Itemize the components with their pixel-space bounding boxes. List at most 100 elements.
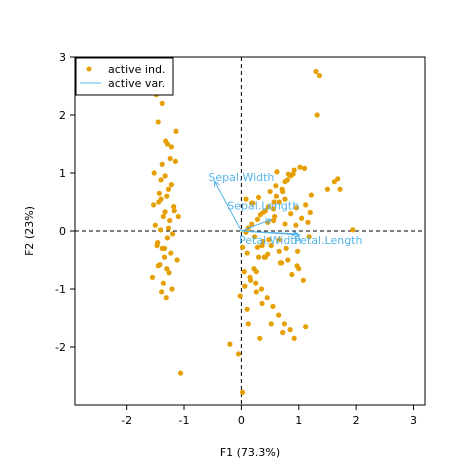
data-point bbox=[260, 209, 266, 216]
data-point bbox=[281, 321, 288, 327]
data-point bbox=[268, 242, 274, 249]
data-point bbox=[159, 100, 165, 106]
data-point bbox=[253, 269, 259, 275]
data-point bbox=[305, 219, 311, 225]
data-point bbox=[169, 231, 176, 237]
x-tick-label: 0 bbox=[238, 414, 245, 427]
data-point bbox=[270, 303, 276, 309]
data-point bbox=[308, 192, 314, 198]
data-point bbox=[284, 177, 290, 183]
data-point bbox=[155, 263, 161, 269]
data-point bbox=[249, 200, 255, 206]
y-tick-label: 1 bbox=[59, 167, 66, 180]
individual-points bbox=[149, 68, 356, 395]
data-point bbox=[165, 186, 172, 192]
data-point bbox=[306, 234, 312, 240]
legend-label-individuals: active ind. bbox=[108, 63, 165, 76]
legend-box bbox=[75, 57, 174, 96]
data-point bbox=[165, 225, 172, 231]
data-point bbox=[241, 269, 247, 275]
data-point bbox=[295, 248, 301, 254]
data-point bbox=[161, 245, 168, 251]
data-point bbox=[276, 248, 282, 254]
data-point bbox=[160, 213, 166, 220]
x-axis-ticks: -2 -1 0 1 2 3 bbox=[121, 405, 417, 427]
data-point bbox=[337, 186, 343, 192]
data-point bbox=[280, 329, 286, 336]
data-point bbox=[276, 237, 282, 243]
data-point bbox=[169, 286, 175, 292]
data-point bbox=[251, 234, 258, 240]
variable-arrow bbox=[241, 218, 272, 232]
y-tick-label: 2 bbox=[59, 109, 66, 122]
data-point bbox=[288, 211, 294, 217]
data-point bbox=[303, 202, 309, 208]
x-tick-label: -2 bbox=[121, 414, 132, 427]
data-point bbox=[316, 72, 323, 79]
data-point bbox=[244, 250, 250, 256]
variable-arrowhead bbox=[266, 219, 272, 225]
variable-arrowhead bbox=[214, 180, 220, 186]
variable-label: Sepal.Width bbox=[208, 171, 274, 184]
data-point bbox=[162, 209, 168, 215]
data-point bbox=[313, 68, 319, 75]
y-axis-ticks: -2 -1 0 1 2 3 bbox=[55, 51, 75, 354]
legend-label-variables: active var. bbox=[108, 77, 165, 90]
data-point bbox=[254, 216, 261, 222]
data-point bbox=[168, 182, 174, 188]
data-point bbox=[162, 173, 168, 179]
data-point bbox=[350, 227, 356, 233]
data-point bbox=[264, 295, 270, 301]
data-point bbox=[265, 204, 271, 210]
data-point bbox=[166, 270, 172, 276]
data-point bbox=[254, 244, 261, 250]
data-point bbox=[172, 158, 179, 164]
data-point bbox=[274, 169, 280, 175]
data-point bbox=[239, 244, 246, 250]
data-point bbox=[171, 208, 177, 214]
data-point bbox=[273, 183, 279, 189]
data-point bbox=[244, 306, 250, 312]
data-point bbox=[158, 177, 164, 183]
data-point bbox=[276, 312, 282, 318]
data-point bbox=[266, 237, 272, 243]
data-point bbox=[293, 205, 300, 211]
data-point bbox=[175, 213, 181, 220]
data-point bbox=[270, 206, 277, 212]
data-point bbox=[242, 283, 248, 289]
data-point bbox=[164, 193, 170, 199]
data-point bbox=[167, 217, 173, 224]
data-point bbox=[164, 266, 170, 272]
data-point bbox=[235, 351, 242, 357]
data-point bbox=[171, 204, 177, 210]
data-point bbox=[268, 321, 274, 327]
data-point bbox=[155, 119, 161, 125]
y-tick-label: 0 bbox=[59, 225, 66, 238]
data-point bbox=[149, 274, 156, 280]
data-point bbox=[161, 254, 168, 260]
data-point bbox=[253, 280, 259, 286]
data-point bbox=[167, 155, 173, 162]
y-tick-label: -2 bbox=[55, 341, 66, 354]
variable-labels: Sepal.Width Sepal.Length Petal.WidthPetal.… bbox=[208, 171, 362, 247]
data-point bbox=[301, 165, 308, 171]
data-point bbox=[270, 217, 277, 224]
x-tick-label: 1 bbox=[295, 414, 302, 427]
data-point bbox=[290, 171, 296, 177]
variable-arrow bbox=[213, 180, 242, 232]
data-point bbox=[227, 341, 233, 347]
data-point bbox=[282, 221, 288, 227]
y-tick-label: 3 bbox=[59, 51, 66, 64]
data-point bbox=[293, 222, 299, 228]
data-point bbox=[256, 194, 262, 200]
data-point bbox=[164, 141, 170, 147]
data-point bbox=[265, 251, 271, 257]
data-point bbox=[272, 213, 278, 220]
variable-arrowhead bbox=[294, 234, 301, 238]
data-point bbox=[247, 277, 254, 283]
data-point bbox=[277, 260, 284, 266]
variable-label: Sepal.Length bbox=[227, 199, 299, 212]
data-point bbox=[289, 271, 295, 278]
data-point bbox=[239, 389, 246, 395]
